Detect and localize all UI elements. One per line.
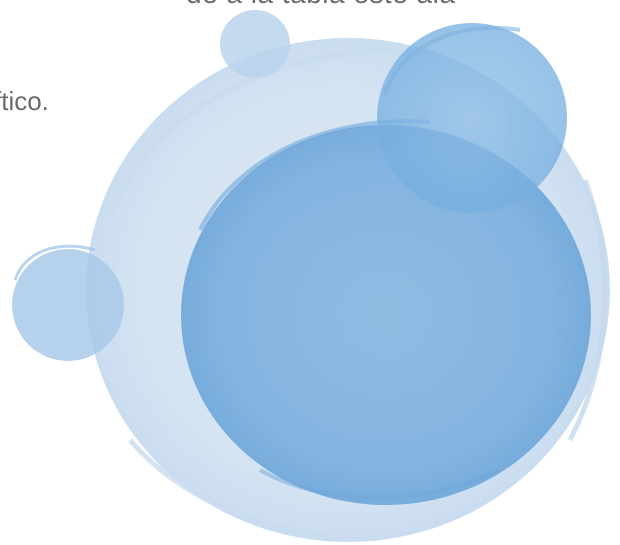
brush-stroke-main xyxy=(258,468,501,500)
brush-stroke-rim xyxy=(107,47,431,217)
brush-stroke-left xyxy=(13,244,96,281)
brush-stroke-top-right xyxy=(383,25,521,96)
slide-text-second: ftico. xyxy=(0,86,49,116)
brush-stroke-rim xyxy=(128,438,381,541)
top-right-circle xyxy=(377,23,567,213)
slide-text-top: de a la tabla este ala xyxy=(186,0,455,10)
left-circle xyxy=(12,249,124,361)
small-top-circle xyxy=(220,10,290,78)
main-blue-circle xyxy=(181,125,591,505)
brush-stroke-rim xyxy=(567,179,608,442)
